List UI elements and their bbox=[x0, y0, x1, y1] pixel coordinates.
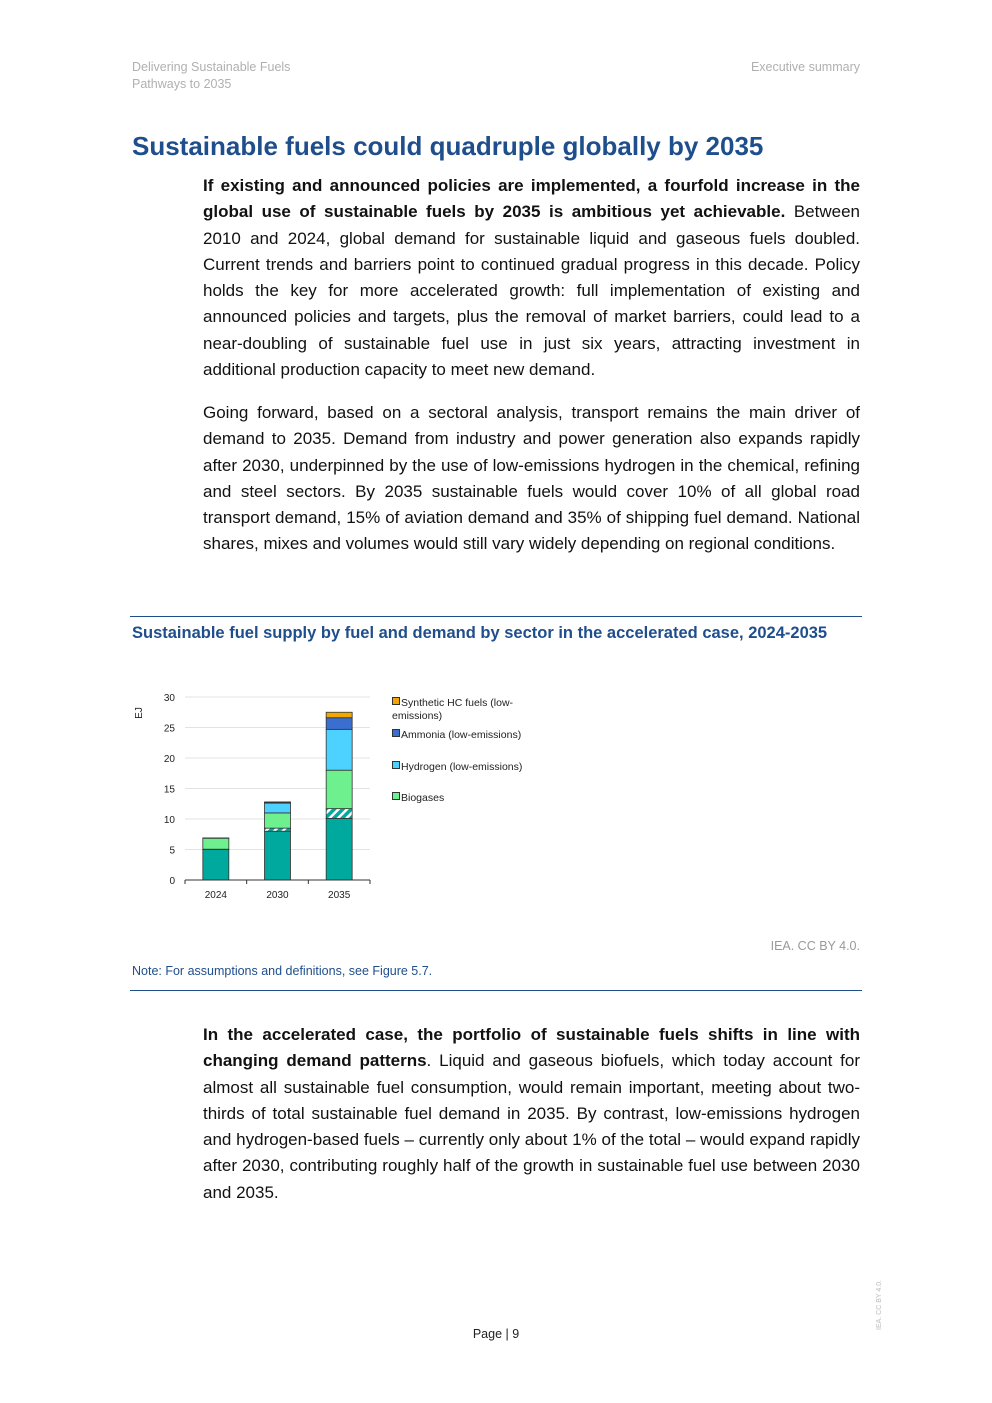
para-1-body: Between 2010 and 2024, global demand for… bbox=[203, 202, 860, 380]
page-title: Sustainable fuels could quadruple global… bbox=[132, 131, 764, 161]
legend-item: Biogases bbox=[392, 792, 542, 805]
bar-segment bbox=[325, 728, 353, 771]
x-tick-label: 2035 bbox=[328, 890, 351, 901]
figure-title: Sustainable fuel supply by fuel and dema… bbox=[132, 624, 828, 642]
bar-segment bbox=[325, 711, 353, 719]
bar-segment bbox=[264, 812, 291, 829]
bar-segment bbox=[264, 801, 291, 803]
bar-segment bbox=[264, 827, 291, 832]
figure-bottom-rule bbox=[130, 990, 862, 991]
legend-item: Synthetic HC fuels (low-emissions) bbox=[392, 697, 522, 723]
bar-segment bbox=[264, 830, 291, 881]
legend-item: Hydrogen (low-emissions) bbox=[392, 761, 542, 774]
legend-swatch bbox=[392, 697, 400, 705]
legend-label: Ammonia (low-emissions) bbox=[401, 729, 522, 741]
legend-label: Hydrogen (low-emissions) bbox=[401, 761, 523, 773]
report-subtitle: Pathways to 2035 bbox=[132, 77, 232, 91]
y-tick-label: 15 bbox=[164, 785, 176, 796]
y-tick-label: 20 bbox=[164, 754, 176, 765]
y-tick-label: 0 bbox=[169, 876, 175, 887]
legend-swatch bbox=[392, 792, 400, 800]
page-number: Page | 9 bbox=[472, 1327, 520, 1341]
header-left: Delivering Sustainable Fuels Pathways to … bbox=[132, 59, 290, 93]
legend-swatch bbox=[392, 729, 400, 737]
paragraph-1: If existing and announced policies are i… bbox=[203, 173, 860, 383]
bar-segment bbox=[202, 837, 230, 850]
header-right: Executive summary bbox=[750, 60, 860, 74]
y-tick-label: 25 bbox=[164, 724, 176, 735]
paragraph-2: Going forward, based on a sectoral analy… bbox=[203, 403, 860, 554]
para-1-lead: If existing and announced policies are i… bbox=[203, 176, 860, 222]
y-tick-label: 5 bbox=[169, 846, 175, 857]
bar-segment bbox=[325, 808, 353, 819]
side-credit: IEA. CC BY 4.0. bbox=[876, 1279, 883, 1330]
legend-label: Biogases bbox=[401, 792, 445, 804]
bar-segment bbox=[325, 769, 353, 810]
para-3-lead: In the accelerated case, the portfolio o… bbox=[203, 1025, 860, 1071]
figure-credit: IEA. CC BY 4.0. bbox=[770, 939, 860, 953]
chart: 0 5 10 15 20 25 30 EJ 2024 2030 2035 bbox=[134, 693, 371, 901]
report-title: Delivering Sustainable Fuels bbox=[132, 60, 291, 74]
figure-top-rule bbox=[130, 616, 862, 617]
figure-note: Note: For assumptions and definitions, s… bbox=[132, 964, 433, 978]
legend-swatch bbox=[392, 761, 400, 769]
y-tick-label: 10 bbox=[164, 815, 176, 826]
bar-segment bbox=[325, 817, 353, 881]
x-tick-label: 2030 bbox=[266, 890, 289, 901]
bar-segment bbox=[202, 849, 230, 881]
para-3-body: . Liquid and gaseous biofuels, which tod… bbox=[203, 1051, 860, 1202]
legend-label: Synthetic HC fuels (low-emissions) bbox=[392, 697, 514, 722]
y-tick-label: 30 bbox=[164, 693, 176, 704]
bar-segment bbox=[325, 717, 353, 730]
legend-item: Ammonia (low-emissions) bbox=[392, 729, 542, 742]
y-axis-label: EJ bbox=[134, 707, 145, 719]
x-tick-label: 2024 bbox=[205, 890, 228, 901]
paragraph-3: In the accelerated case, the portfolio o… bbox=[203, 1022, 860, 1206]
bar-segment bbox=[264, 802, 291, 814]
